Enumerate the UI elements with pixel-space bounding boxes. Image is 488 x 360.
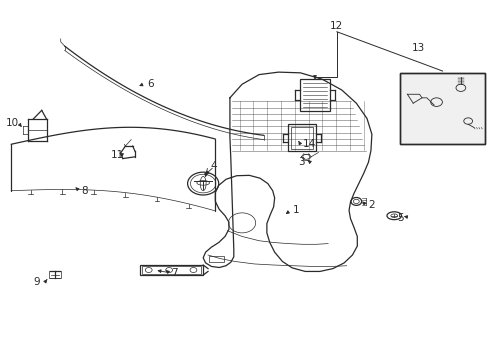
Text: 8: 8 [81, 186, 88, 196]
Text: 3: 3 [297, 157, 304, 167]
Text: 6: 6 [147, 78, 154, 89]
Text: 9: 9 [33, 277, 40, 287]
Bar [140, 265, 203, 275]
Bar [399, 73, 484, 144]
Bar [399, 73, 484, 144]
Bar [300, 79, 329, 111]
Text: 13: 13 [411, 43, 425, 53]
Text: 11: 11 [111, 150, 124, 160]
Text: 4: 4 [210, 161, 217, 171]
Bar [287, 125, 315, 151]
Text: 2: 2 [368, 200, 374, 210]
Text: 1: 1 [292, 205, 299, 215]
Text: 7: 7 [171, 268, 178, 278]
Bar [142, 266, 201, 274]
Bar [290, 127, 312, 149]
Text: 12: 12 [329, 21, 343, 31]
Text: 14: 14 [302, 139, 315, 149]
Text: 10: 10 [6, 118, 20, 128]
Text: 5: 5 [397, 212, 404, 222]
Bar [209, 256, 224, 262]
